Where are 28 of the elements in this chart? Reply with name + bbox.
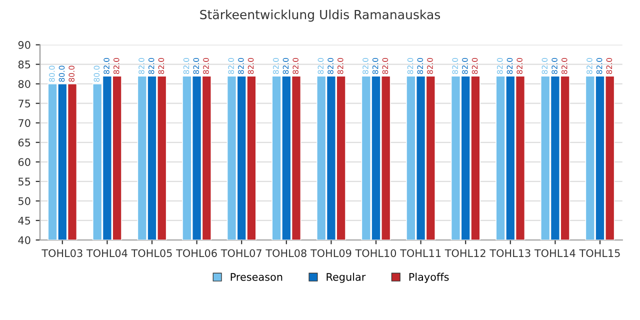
x-tick-label: TOHL08 (266, 249, 306, 258)
y-tick-label: 50 (18, 197, 30, 206)
x-tick-label: TOHL05 (131, 249, 172, 258)
y-tick-label: 60 (18, 158, 30, 166)
x-tick-label: TOHL10 (355, 249, 396, 258)
y-tick-label: 45 (18, 216, 30, 225)
y-tick-label: 40 (18, 236, 30, 244)
y-tick-label: 80 (18, 80, 30, 88)
x-tick-label: TOHL06 (176, 249, 217, 258)
y-tick-label: 70 (18, 119, 30, 127)
legend-label: Playoffs (409, 272, 449, 283)
x-tick-label: TOHL12 (444, 249, 486, 258)
x-tick-label: TOHL15 (579, 249, 620, 258)
legend-label: Preseason (230, 273, 282, 281)
legend-label: Regular (326, 272, 366, 283)
y-tick-label: 65 (18, 138, 30, 147)
x-tick-label: TOHL09 (310, 249, 352, 258)
x-tick-label: TOHL11 (400, 249, 441, 258)
y-tick-label: 55 (18, 178, 30, 186)
y-tick-label: 75 (18, 100, 30, 108)
x-tick-label: TOHL14 (534, 249, 576, 258)
x-tick-label: TOHL04 (86, 249, 128, 258)
y-tick-label: 90 (18, 41, 30, 49)
y-tick-label: 85 (18, 60, 30, 68)
chart-title: Stärkeentwicklung Uldis Ramanauskas (200, 10, 440, 22)
x-tick-label: TOHL13 (490, 249, 530, 258)
x-tick-label: TOHL03 (42, 249, 82, 258)
x-tick-label: TOHL07 (220, 249, 262, 258)
